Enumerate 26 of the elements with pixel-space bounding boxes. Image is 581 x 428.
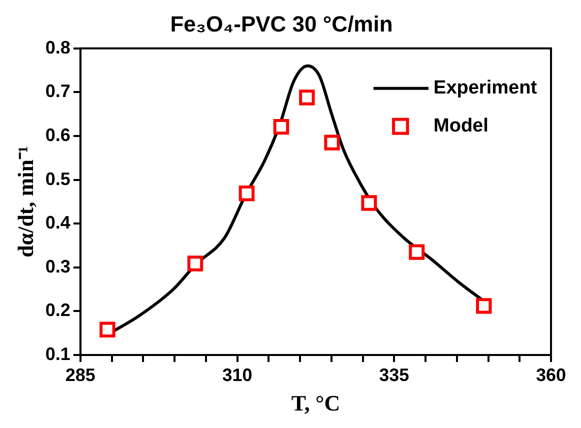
y-tick-label: 0.8 bbox=[45, 37, 70, 58]
x-tick-label: 285 bbox=[65, 364, 96, 385]
y-tick-label: 0.3 bbox=[45, 256, 70, 276]
y-axis-title: dα/dt, min⁻¹ bbox=[12, 146, 38, 258]
y-tick-label: 0.7 bbox=[45, 81, 70, 102]
y-tick-label: 0.1 bbox=[45, 344, 70, 364]
point bbox=[476, 298, 492, 314]
chart-title: Fe₃O₄-PVC 30 °C/min bbox=[170, 11, 393, 36]
y-tick-label: 0.2 bbox=[45, 300, 70, 320]
point bbox=[361, 195, 377, 211]
point bbox=[408, 244, 425, 260]
y-tick-label: 0.4 bbox=[45, 212, 70, 233]
point bbox=[324, 134, 340, 150]
y-tick-label: 0.5 bbox=[45, 168, 70, 189]
point bbox=[299, 90, 315, 106]
x-tick-label: 360 bbox=[536, 364, 566, 385]
point bbox=[100, 322, 116, 338]
x-tick-label: 335 bbox=[379, 364, 410, 385]
point bbox=[238, 186, 255, 202]
x-axis-title: T, °C bbox=[291, 390, 340, 416]
legend-label: Model bbox=[434, 116, 488, 137]
x-tick-label: 310 bbox=[222, 364, 252, 385]
point bbox=[187, 256, 204, 272]
point bbox=[273, 118, 290, 135]
y-tick-label: 0.6 bbox=[45, 124, 70, 145]
legend-label: Experiment bbox=[434, 78, 538, 99]
